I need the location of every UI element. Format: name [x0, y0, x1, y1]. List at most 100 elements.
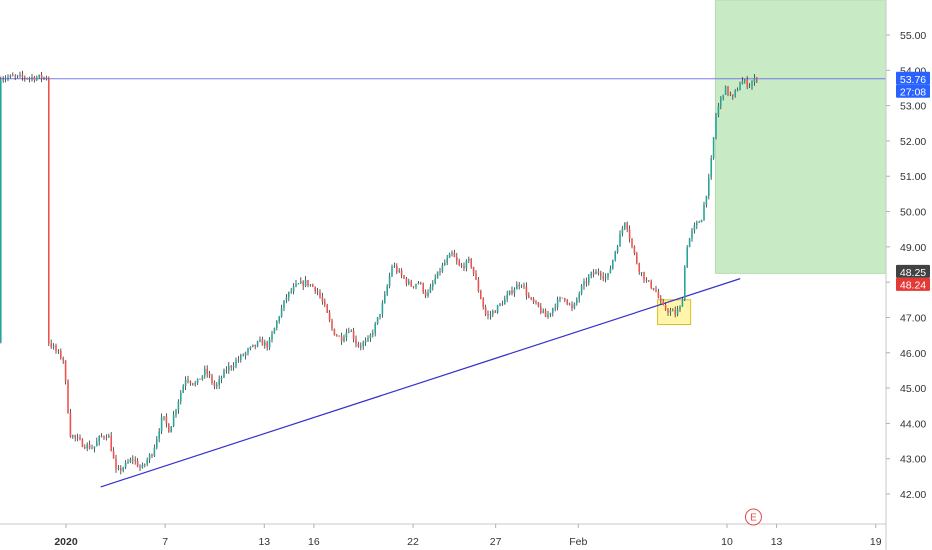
candle[interactable]: [2, 76, 4, 83]
candle[interactable]: [192, 382, 194, 386]
candle[interactable]: [468, 256, 470, 264]
candle[interactable]: [247, 347, 249, 356]
candle[interactable]: [717, 102, 720, 118]
candle[interactable]: [520, 284, 523, 289]
candle[interactable]: [345, 328, 348, 342]
candle[interactable]: [386, 284, 388, 297]
candle[interactable]: [408, 278, 410, 286]
candle[interactable]: [369, 333, 372, 342]
candle[interactable]: [686, 245, 688, 268]
candle[interactable]: [331, 318, 333, 331]
candle[interactable]: [62, 356, 64, 364]
candle[interactable]: [691, 228, 693, 242]
candle[interactable]: [540, 303, 542, 315]
candle[interactable]: [727, 86, 729, 97]
candle[interactable]: [50, 339, 52, 349]
earnings-marker-circle[interactable]: [744, 508, 762, 526]
candle[interactable]: [631, 238, 633, 249]
candle[interactable]: [424, 289, 427, 299]
candle[interactable]: [530, 296, 532, 301]
candle[interactable]: [343, 334, 345, 343]
candle[interactable]: [681, 297, 684, 307]
candle[interactable]: [182, 384, 184, 394]
candle[interactable]: [33, 75, 36, 83]
candle[interactable]: [98, 435, 100, 446]
candle[interactable]: [163, 416, 165, 421]
candle[interactable]: [249, 346, 252, 351]
candle[interactable]: [475, 270, 477, 281]
candle[interactable]: [746, 76, 748, 90]
candle[interactable]: [626, 221, 628, 233]
candle[interactable]: [189, 380, 192, 386]
candle[interactable]: [624, 222, 626, 231]
candle[interactable]: [612, 259, 614, 270]
candle[interactable]: [729, 91, 732, 97]
candle[interactable]: [338, 335, 340, 337]
candle[interactable]: [489, 310, 492, 320]
candle[interactable]: [470, 258, 472, 269]
candle[interactable]: [364, 337, 367, 346]
candle[interactable]: [645, 277, 648, 283]
candle[interactable]: [592, 269, 595, 278]
candle[interactable]: [619, 230, 621, 247]
candle[interactable]: [52, 343, 55, 350]
candle[interactable]: [196, 378, 199, 386]
candle[interactable]: [9, 74, 12, 79]
candle[interactable]: [225, 366, 228, 374]
candle[interactable]: [288, 291, 290, 302]
candle[interactable]: [698, 220, 700, 223]
candle[interactable]: [607, 272, 609, 281]
candle[interactable]: [633, 245, 636, 256]
candle[interactable]: [662, 298, 664, 306]
candle[interactable]: [542, 308, 544, 314]
candle[interactable]: [328, 310, 331, 323]
candle[interactable]: [720, 96, 722, 110]
candle[interactable]: [206, 365, 208, 378]
candle[interactable]: [280, 304, 283, 318]
candle[interactable]: [547, 310, 549, 319]
candle[interactable]: [597, 268, 600, 276]
candle[interactable]: [180, 390, 182, 405]
candle[interactable]: [108, 433, 110, 438]
candle[interactable]: [204, 365, 206, 379]
candle[interactable]: [410, 279, 412, 287]
candle[interactable]: [573, 302, 576, 310]
candle[interactable]: [458, 258, 460, 267]
candle[interactable]: [751, 80, 753, 90]
candle[interactable]: [72, 434, 74, 439]
candle[interactable]: [357, 341, 360, 348]
candle[interactable]: [235, 357, 237, 369]
candle[interactable]: [324, 298, 326, 308]
candle[interactable]: [333, 328, 336, 336]
candle[interactable]: [276, 320, 278, 331]
candle[interactable]: [67, 379, 69, 414]
candle[interactable]: [556, 296, 559, 311]
candle[interactable]: [708, 173, 710, 200]
candle[interactable]: [405, 276, 408, 287]
candle[interactable]: [160, 413, 163, 435]
candle[interactable]: [492, 309, 494, 318]
candle[interactable]: [400, 268, 403, 279]
candle[interactable]: [14, 74, 16, 81]
candle[interactable]: [554, 303, 556, 312]
candle[interactable]: [669, 307, 672, 316]
candle[interactable]: [139, 464, 141, 472]
candle[interactable]: [732, 94, 734, 100]
candle[interactable]: [88, 440, 91, 450]
candle[interactable]: [672, 308, 674, 312]
candle[interactable]: [134, 456, 136, 465]
candle[interactable]: [16, 74, 19, 79]
candle[interactable]: [648, 280, 650, 283]
candle[interactable]: [511, 286, 513, 296]
candle[interactable]: [326, 303, 328, 314]
candle[interactable]: [640, 272, 643, 277]
candle[interactable]: [655, 285, 657, 293]
candle[interactable]: [441, 262, 444, 273]
candle[interactable]: [420, 281, 422, 285]
candle[interactable]: [756, 76, 758, 83]
candle[interactable]: [93, 446, 96, 453]
candle[interactable]: [609, 265, 612, 274]
candle[interactable]: [506, 290, 508, 303]
candle[interactable]: [571, 301, 573, 312]
